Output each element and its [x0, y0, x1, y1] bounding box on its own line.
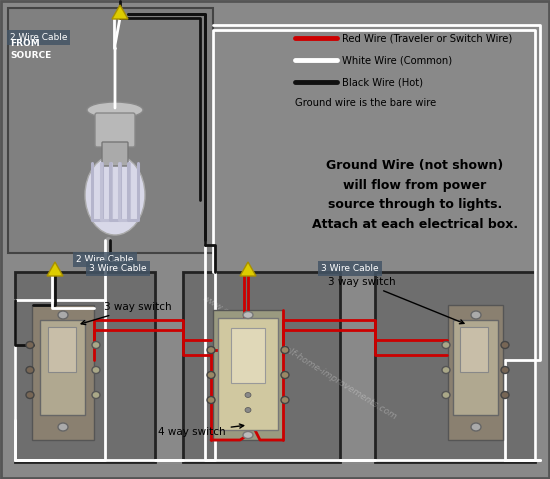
Text: 3 Wire Cable: 3 Wire Cable: [89, 264, 147, 273]
Ellipse shape: [58, 311, 68, 319]
Ellipse shape: [26, 366, 34, 374]
Bar: [183, 272, 340, 462]
Text: Ground Wire (not shown)
will flow from power
source through to lights.
Attach at: Ground Wire (not shown) will flow from p…: [312, 159, 518, 231]
Bar: [15, 272, 155, 462]
Bar: [453, 320, 498, 415]
Ellipse shape: [245, 408, 251, 412]
Ellipse shape: [281, 372, 289, 378]
Ellipse shape: [26, 342, 34, 349]
Polygon shape: [47, 262, 63, 276]
Bar: [231, 328, 265, 383]
Bar: [213, 310, 283, 440]
Bar: [40, 320, 85, 415]
Bar: [48, 327, 76, 372]
Ellipse shape: [92, 366, 100, 374]
Ellipse shape: [58, 423, 68, 431]
Ellipse shape: [281, 346, 289, 354]
Ellipse shape: [471, 311, 481, 319]
Text: FROM
SOURCE: FROM SOURCE: [10, 38, 51, 60]
Text: Black Wire (Hot): Black Wire (Hot): [342, 77, 423, 87]
Ellipse shape: [442, 366, 450, 374]
Ellipse shape: [501, 391, 509, 399]
Ellipse shape: [471, 423, 481, 431]
Ellipse shape: [501, 342, 509, 349]
Bar: [375, 272, 535, 462]
Text: www.easy-do-it-yourself-home-improvements.com: www.easy-do-it-yourself-home-improvement…: [200, 294, 398, 422]
Text: 3 way switch: 3 way switch: [81, 302, 172, 325]
Text: 3 Wire Cable: 3 Wire Cable: [321, 264, 379, 273]
Text: 2 Wire Cable: 2 Wire Cable: [10, 33, 68, 42]
Ellipse shape: [207, 372, 215, 378]
Text: Ground wire is the bare wire: Ground wire is the bare wire: [295, 98, 436, 108]
Ellipse shape: [501, 366, 509, 374]
Text: White Wire (Common): White Wire (Common): [342, 55, 452, 65]
Ellipse shape: [87, 102, 143, 118]
Bar: [460, 327, 488, 372]
Ellipse shape: [245, 392, 251, 398]
Text: Red Wire (Traveler or Switch Wire): Red Wire (Traveler or Switch Wire): [342, 33, 512, 43]
Text: 4 way switch: 4 way switch: [158, 424, 244, 437]
Ellipse shape: [442, 391, 450, 399]
Polygon shape: [112, 5, 128, 19]
Ellipse shape: [243, 311, 253, 319]
Ellipse shape: [92, 391, 100, 399]
Ellipse shape: [243, 432, 253, 438]
Polygon shape: [240, 262, 256, 276]
Ellipse shape: [207, 397, 215, 403]
Ellipse shape: [85, 155, 145, 235]
Bar: [32, 305, 94, 440]
Ellipse shape: [281, 397, 289, 403]
Text: 3 way switch: 3 way switch: [328, 277, 464, 324]
Text: 2 Wire Cable: 2 Wire Cable: [76, 255, 134, 264]
Bar: [8, 8, 213, 253]
Ellipse shape: [92, 342, 100, 349]
Bar: [448, 305, 503, 440]
Ellipse shape: [442, 342, 450, 349]
FancyBboxPatch shape: [95, 113, 135, 147]
Ellipse shape: [26, 391, 34, 399]
Bar: [218, 318, 278, 430]
Ellipse shape: [207, 346, 215, 354]
FancyBboxPatch shape: [102, 142, 128, 166]
